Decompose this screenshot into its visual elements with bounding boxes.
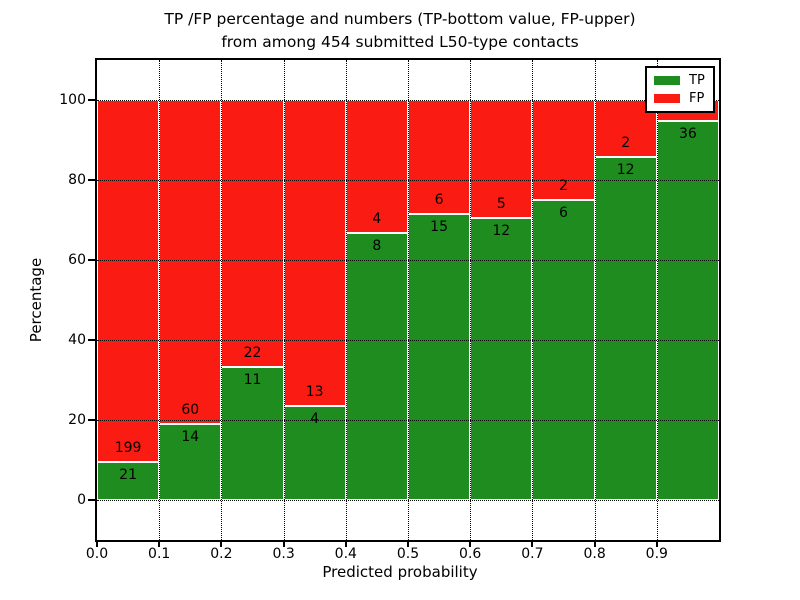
tp-count-label: 21: [119, 467, 138, 483]
y-tick: [88, 259, 95, 261]
x-axis-label: Predicted probability: [322, 563, 478, 581]
legend-item-tp: TP: [654, 74, 706, 87]
x-tick: [655, 540, 658, 547]
x-tick-label: 0.6: [459, 546, 482, 562]
bar-tp-segment: [345, 233, 408, 500]
bar-tp-segment: [408, 214, 471, 500]
fp-count-label: 60: [181, 402, 200, 419]
y-tick: [88, 419, 95, 421]
x-tick: [344, 540, 347, 547]
bar-tp-segment: [221, 366, 284, 500]
x-tick-label: 0.1: [148, 546, 171, 562]
y-tick: [88, 179, 95, 181]
chart-title-line1: TP /FP percentage and numbers (TP-bottom…: [164, 10, 636, 28]
fp-legend-label: FP: [689, 90, 705, 106]
y-tick-label: 100: [59, 92, 86, 108]
fp-count-label: 22: [243, 344, 262, 361]
plot-area: 19921601422111344861551226212236: [95, 58, 721, 542]
fp-count-label: 13: [305, 384, 324, 400]
bar-fp-segment: [221, 100, 284, 367]
fp-count-label: 4: [372, 211, 382, 228]
gridline-v: [221, 60, 223, 540]
bar-tp-segment: [283, 406, 346, 500]
x-tick-label: 0.9: [645, 546, 668, 562]
y-tick: [88, 499, 95, 501]
tp-count-label: 8: [372, 238, 382, 255]
gridline-v: [594, 60, 596, 540]
y-tick: [88, 99, 95, 101]
bar-tp-segment: [97, 462, 160, 500]
x-tick: [531, 540, 534, 547]
gridline-v: [408, 60, 409, 540]
x-tick: [593, 540, 596, 547]
x-tick-label: 0.0: [85, 546, 109, 562]
y-tick-label: 80: [68, 172, 86, 188]
x-tick: [220, 540, 223, 547]
x-tick-label: 0.5: [396, 546, 420, 562]
fp-count-label: 2: [621, 135, 631, 152]
legend-item-fp: FP: [654, 92, 706, 105]
y-tick-label: 60: [68, 252, 86, 268]
bar-tp-segment: [656, 121, 719, 500]
x-tick-label: 0.3: [272, 546, 295, 562]
tp-count-label: 36: [678, 126, 697, 143]
fp-legend-swatch: [654, 93, 680, 103]
y-tick-label: 0: [77, 492, 86, 508]
gridline-v: [345, 60, 347, 540]
tp-legend-swatch: [654, 76, 680, 86]
tp-count-label: 11: [243, 371, 262, 388]
gridline-v: [470, 60, 472, 540]
chart-title: TP /FP percentage and numbers (TP-bottom…: [8, 8, 792, 54]
x-tick-label: 0.8: [583, 546, 606, 562]
tp-count-label: 12: [492, 222, 511, 239]
fp-count-label: 5: [496, 195, 506, 212]
gridline-v: [159, 60, 161, 540]
x-tick: [469, 540, 472, 547]
gridline-v: [656, 60, 658, 540]
gridline-v: [283, 60, 285, 540]
fp-count-label: 199: [114, 440, 142, 456]
x-tick-label: 0.2: [210, 546, 233, 562]
gridline-v: [532, 60, 534, 540]
y-tick-label: 20: [68, 412, 86, 428]
tp-count-label: 14: [181, 429, 200, 446]
bar-tp-segment: [159, 424, 222, 500]
bar-fp-segment: [408, 100, 471, 215]
tp-count-label: 12: [616, 162, 635, 179]
x-tick-label: 0.7: [521, 546, 544, 562]
y-tick-label: 40: [68, 332, 86, 348]
bar-tp-segment: [532, 200, 595, 500]
fp-count-label: 2: [559, 178, 568, 194]
fp-count-label: 6: [434, 192, 444, 209]
x-tick: [407, 540, 409, 547]
tp-legend-label: TP: [689, 73, 705, 89]
tp-count-label: 6: [559, 205, 568, 221]
tp-count-label: 4: [310, 411, 320, 427]
bar-fp-segment: [283, 100, 346, 406]
y-axis-label: Percentage: [27, 257, 45, 343]
bar-tp-segment: [594, 157, 657, 500]
chart-title-line2: from among 454 submitted L50-type contac…: [221, 33, 579, 51]
x-tick: [96, 540, 98, 547]
x-tick: [282, 540, 285, 547]
bar-fp-segment: [97, 100, 160, 462]
bar-fp-segment: [159, 100, 222, 425]
y-tick: [88, 339, 95, 341]
bar-tp-segment: [470, 217, 533, 500]
tp-count-label: 15: [430, 219, 449, 236]
x-tick: [158, 540, 161, 547]
legend: TP FP: [645, 66, 715, 113]
x-tick-label: 0.4: [334, 546, 357, 562]
